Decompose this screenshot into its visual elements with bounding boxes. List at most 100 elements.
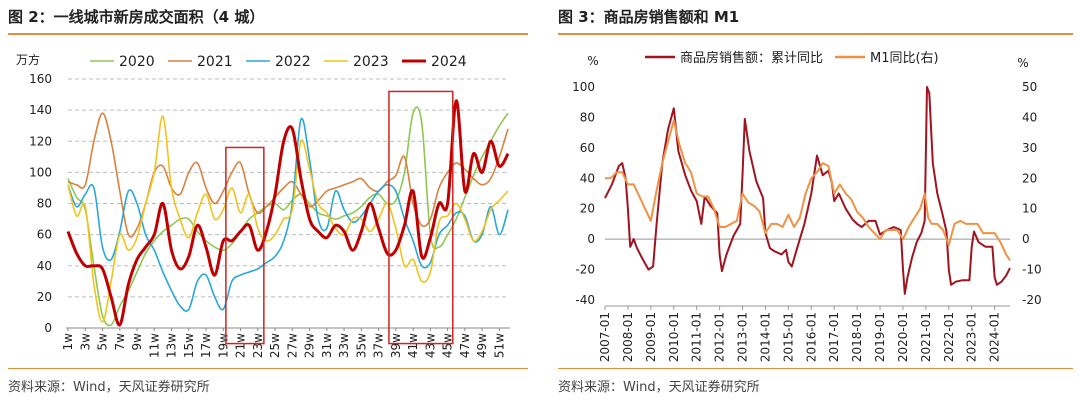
left-panel-title: 图 2：一线城市新房成交面积（4 城） — [8, 8, 265, 26]
x-tick-label: 37w — [372, 333, 386, 358]
series-line-2022 — [67, 117, 509, 312]
y-tick-label: 160 — [29, 72, 52, 86]
series-line-2023 — [67, 115, 509, 323]
y-tick-label: 60 — [37, 228, 52, 242]
right-y-tick-label: -20 — [1022, 293, 1042, 307]
x-tick-label: 2020-01 — [896, 312, 910, 362]
y-tick-label: 140 — [29, 103, 52, 117]
left-y-tick-label: 40 — [580, 171, 595, 185]
left-y-tick-label: 20 — [580, 202, 595, 216]
highlight-box — [388, 90, 454, 345]
y-axis-tick-labels: 0 20 40 60 80 100 120 140 160 — [29, 72, 52, 335]
right-y-tick-label: 0 — [1022, 232, 1030, 246]
x-tick-label: 31w — [320, 333, 334, 358]
x-tick-label: 2022-01 — [942, 312, 956, 362]
x-tick-label: 13w — [165, 333, 179, 358]
y-tick-label: 20 — [37, 290, 52, 304]
left-chart: 万方 0 20 40 60 80 100 120 140 160 1w 3w 5w 7w 9w 11w 13… — [16, 52, 510, 358]
x-tick-label: 35w — [354, 333, 368, 358]
x-axis: 2007-01 2008-01 2009-01 2010-01 2011-01 2012-… — [598, 238, 1010, 362]
x-tick-label: 41w — [406, 333, 420, 358]
x-tick-label: 47w — [458, 333, 472, 358]
x-tick-label: 3w — [78, 333, 92, 351]
x-tick-label: 2013-01 — [736, 312, 750, 362]
left-title-rule — [8, 33, 528, 35]
left-y-tick-label: 80 — [580, 110, 595, 124]
y-axis-title: 万方 — [16, 52, 40, 67]
series-line-2024 — [66, 99, 510, 327]
y-tick-label: 100 — [29, 165, 52, 179]
x-tick-label: 7w — [113, 333, 127, 351]
left-y-tick-label: 60 — [580, 141, 595, 155]
highlight-boxes — [225, 90, 454, 345]
x-tick-label: 2008-01 — [621, 312, 635, 362]
x-tick-label: 45w — [441, 333, 455, 358]
x-tick-label: 23w — [251, 333, 265, 358]
x-tick-label: 27w — [285, 333, 299, 358]
left-y-axis-title: % — [587, 54, 598, 68]
x-tick-label: 2024-01 — [988, 312, 1002, 362]
right-panel-title: 图 3：商品房销售额和 M1 — [558, 8, 740, 26]
x-tick-label: 2019-01 — [873, 312, 887, 362]
x-tick-label: 29w — [303, 333, 317, 358]
left-source: 资料来源：Wind，天风证券研究所 — [8, 380, 210, 395]
x-axis: 1w 3w 5w 7w 9w 11w 13w 15w 17w 19w 21w 23w 25w 27w 29w… — [61, 327, 510, 358]
right-y-tick-label: 10 — [1022, 202, 1037, 216]
left-y-tick-label: 100 — [572, 80, 595, 94]
x-tick-label: 2009-01 — [644, 312, 658, 362]
legend-label: 商品房销售额：累计同比 — [680, 50, 823, 66]
y-tick-label: 40 — [37, 259, 52, 273]
x-tick-label: 51w — [492, 333, 506, 358]
highlight-box — [225, 146, 265, 345]
x-tick-label: 9w — [130, 333, 144, 351]
x-tick-label: 25w — [268, 333, 282, 358]
y-tick-label: 0 — [44, 321, 52, 335]
y-tick-label: 120 — [29, 134, 52, 148]
x-tick-label: 21w — [234, 333, 248, 358]
x-tick-label: 33w — [337, 333, 351, 358]
x-tick-label: 2010-01 — [667, 312, 681, 362]
x-tick-label: 49w — [475, 333, 489, 358]
x-tick-label: 1w — [61, 333, 75, 351]
right-y-tick-label: -10 — [1022, 263, 1042, 277]
legend-label-2024: 2024 — [431, 54, 467, 70]
x-tick-label: 2018-01 — [850, 312, 864, 362]
x-tick-label: 19w — [216, 333, 230, 358]
left-y-tick-label: -20 — [575, 263, 595, 277]
legend-label-2021: 2021 — [197, 54, 233, 70]
x-tick-label: 11w — [147, 333, 161, 358]
left-y-tick-label: -40 — [575, 293, 595, 307]
x-tick-label: 43w — [423, 333, 437, 358]
right-chart: % % -40-20020406080100-20-1001020304050 … — [572, 50, 1042, 362]
x-tick-label: 2011-01 — [690, 312, 704, 362]
x-tick-label: 2017-01 — [827, 312, 841, 362]
x-tick-label: 17w — [199, 333, 213, 358]
left-source-rule — [8, 368, 528, 369]
right-y-tick-label: 50 — [1022, 80, 1037, 94]
right-source-rule — [558, 368, 1073, 369]
x-tick-label: 2012-01 — [713, 312, 727, 362]
y-axis-tick-labels: -40 -20 0 20 40 60 80 100 -20 -10 0 10 20 30 40 50 — [572, 80, 1042, 307]
legend: 商品房销售额：累计同比 M1同比(右) — [645, 50, 939, 66]
x-tick-label: 2021-01 — [919, 312, 933, 362]
x-tick-label: 39w — [389, 333, 403, 358]
legend-label-2022: 2022 — [275, 54, 311, 70]
series-lines — [604, 86, 1011, 295]
right-y-tick-label: 20 — [1022, 171, 1037, 185]
left-y-tick-label: 0 — [587, 232, 595, 246]
right-y-tick-label: 30 — [1022, 141, 1037, 155]
x-tick-label: 2007-01 — [598, 312, 612, 362]
y-tick-label: 80 — [37, 197, 52, 211]
x-tick-label: 2023-01 — [965, 312, 979, 362]
legend-label-2020: 2020 — [119, 54, 155, 70]
x-tick-label: 2014-01 — [758, 312, 772, 362]
x-tick-label: 5w — [96, 333, 110, 351]
right-y-tick-label: 40 — [1022, 110, 1037, 124]
right-y-axis-title: % — [1017, 56, 1028, 70]
right-title-rule — [558, 33, 1073, 35]
right-source: 资料来源：Wind，天风证券研究所 — [558, 380, 760, 395]
x-tick-label: 2015-01 — [781, 312, 795, 362]
legend-label: M1同比(右) — [870, 51, 939, 66]
series-lines — [66, 99, 510, 327]
series-line-right — [605, 119, 1011, 261]
